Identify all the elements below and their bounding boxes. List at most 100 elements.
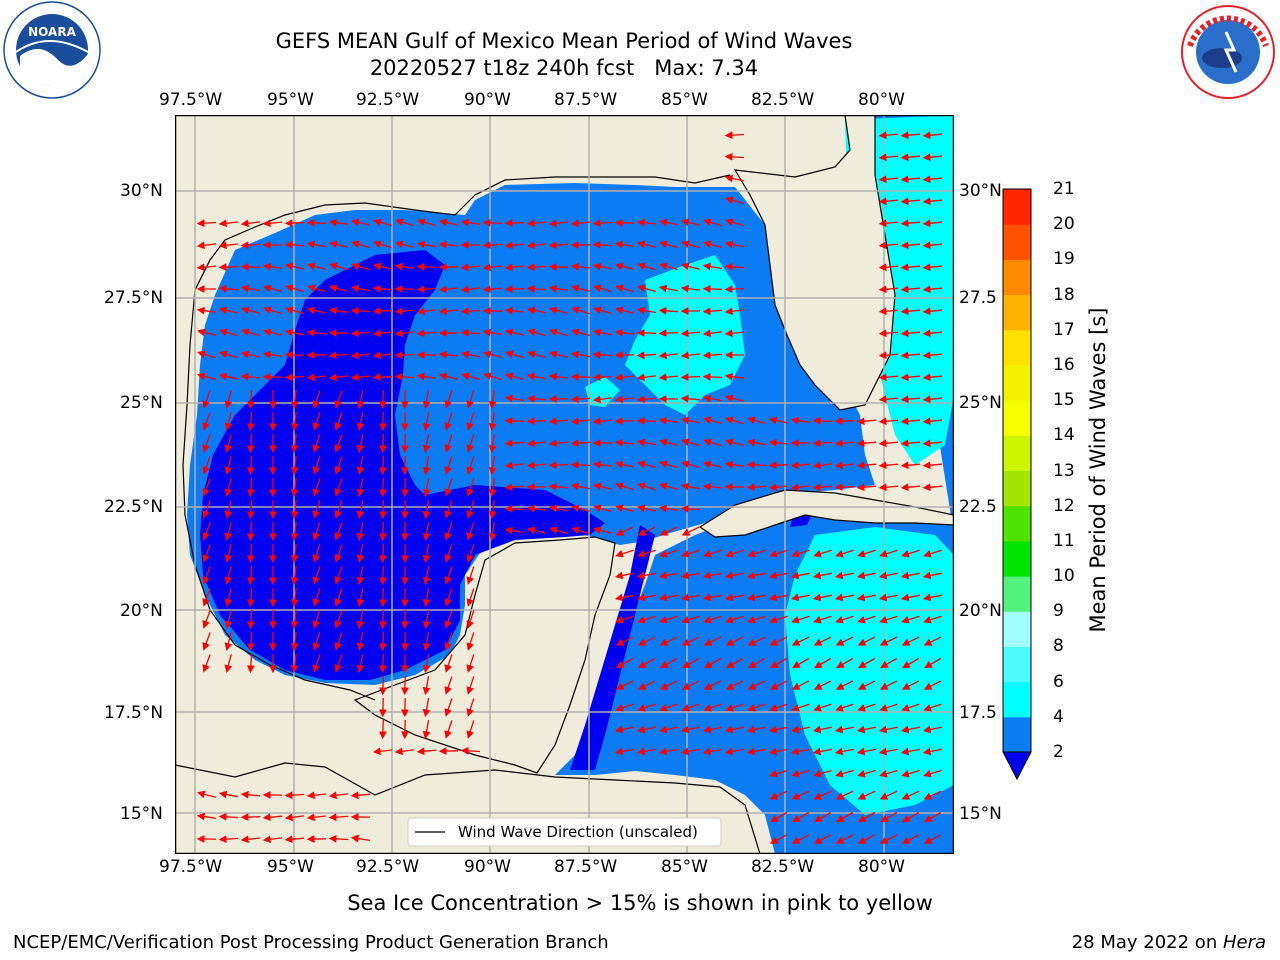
wave-direction-arrow [834, 593, 854, 602]
wave-direction-arrow [334, 610, 343, 629]
wave-direction-arrow [880, 811, 898, 823]
date-label: 28 May 2022 on [1071, 932, 1223, 953]
wave-direction-arrow [224, 544, 233, 563]
wave-direction-arrow [878, 571, 898, 580]
wave-direction-arrow [659, 262, 678, 271]
wave-direction-arrow [290, 390, 299, 410]
wave-direction-arrow [703, 438, 722, 447]
wave-direction-arrow [726, 657, 744, 669]
wave-direction-arrow [202, 654, 211, 673]
wave-direction-arrow [466, 478, 475, 497]
wave-direction-arrow [224, 566, 233, 585]
wave-direction-arrow [922, 373, 943, 382]
wave-direction-arrow [262, 835, 282, 844]
noaa-logo: NOARA [0, 0, 104, 108]
wave-direction-arrow [812, 725, 832, 734]
wave-direction-arrow [746, 593, 766, 602]
cuba-land [698, 489, 954, 538]
wave-direction-arrow [284, 791, 305, 800]
wave-direction-arrow [202, 544, 211, 563]
wave-direction-arrow [900, 725, 920, 734]
wave-direction-arrow [422, 609, 431, 630]
wave-direction-arrow [334, 390, 343, 409]
wave-direction-arrow [879, 636, 898, 646]
wave-direction-arrow [505, 372, 524, 381]
wave-direction-arrow [923, 636, 942, 646]
wave-direction-arrow [878, 747, 899, 756]
wave-direction-arrow [218, 372, 238, 381]
wave-direction-arrow [438, 307, 458, 316]
lon-label-top: 85°W [661, 90, 708, 110]
wave-direction-arrow [658, 416, 678, 425]
wave-direction-arrow [922, 219, 943, 228]
wave-direction-arrow [373, 218, 392, 227]
wave-direction-arrow [856, 725, 876, 734]
wave-direction-arrow [922, 175, 943, 184]
wave-direction-arrow [857, 769, 876, 778]
wave-direction-arrow [615, 549, 634, 558]
wave-direction-arrow [328, 834, 349, 843]
wave-direction-arrow [768, 461, 789, 469]
wave-direction-arrow [879, 790, 898, 800]
wave-direction-arrow [444, 632, 453, 651]
wave-direction-arrow [306, 240, 327, 249]
wave-direction-arrow [379, 675, 387, 696]
wave-direction-arrow [813, 636, 832, 646]
wave-direction-arrow [681, 615, 700, 624]
wave-direction-arrow [571, 306, 590, 315]
wave-direction-arrow [312, 610, 321, 629]
wave-direction-arrow [466, 632, 475, 651]
wave-direction-arrow [813, 769, 832, 778]
lat-label-left: 30°N [120, 181, 163, 201]
wave-direction-arrow [202, 434, 211, 453]
wave-direction-arrow [615, 482, 634, 491]
wave-direction-arrow [356, 566, 365, 586]
wave-direction-arrow [526, 504, 546, 513]
lon-label-top: 90°W [464, 90, 511, 110]
wave-direction-arrow [570, 284, 590, 293]
colorbar-label: Mean Period of Wind Waves [s] [1086, 307, 1110, 633]
wave-direction-arrow [703, 218, 722, 227]
wave-direction-arrow [616, 657, 634, 669]
lon-label-top: 92.5°W [356, 90, 420, 110]
wave-direction-arrow [681, 680, 700, 690]
wave-direction-arrow [658, 329, 679, 338]
lat-label-right: 20°N [959, 601, 1002, 621]
wave-direction-arrow [422, 477, 431, 498]
wave-direction-arrow [290, 588, 299, 608]
wave-direction-arrow [379, 521, 387, 542]
wave-direction-arrow [900, 351, 921, 360]
wave-direction-arrow [834, 417, 855, 425]
wave-direction-arrow [307, 262, 326, 271]
lat-label-right: 22.5 [959, 497, 997, 517]
wave-direction-arrow [460, 746, 481, 755]
map-frame [175, 115, 954, 854]
wave-direction-arrow [768, 438, 789, 447]
wave-direction-arrow [466, 522, 475, 541]
wave-direction-arrow [466, 412, 475, 431]
wave-direction-arrow [444, 588, 453, 607]
yucatan-land [353, 536, 616, 774]
wave-direction-arrow [900, 241, 921, 250]
wave-direction-arrow [356, 390, 365, 410]
western-gulf-low-period [200, 250, 605, 680]
wave-direction-arrow [813, 549, 832, 558]
colorbar-tick-label: 14 [1053, 425, 1075, 446]
wave-direction-arrow [350, 373, 371, 382]
wave-direction-arrow [306, 373, 326, 382]
wave-direction-arrow [813, 790, 832, 800]
wave-direction-arrow [356, 456, 365, 476]
colorbar-tick-label: 9 [1053, 601, 1064, 622]
wave-direction-arrow [747, 680, 766, 690]
wave-direction-arrow [857, 790, 876, 800]
wave-direction-arrow [356, 500, 365, 520]
wave-direction-arrow [196, 241, 216, 250]
wave-direction-arrow [725, 615, 744, 624]
wave-direction-arrow [284, 373, 305, 382]
wave-direction-arrow [290, 522, 299, 542]
wave-direction-arrow [350, 306, 371, 315]
lon-label-top: 87.5°W [554, 90, 618, 110]
wave-direction-arrow [334, 434, 343, 453]
wave-direction-arrow [246, 499, 255, 520]
wave-direction-arrow [636, 438, 657, 447]
